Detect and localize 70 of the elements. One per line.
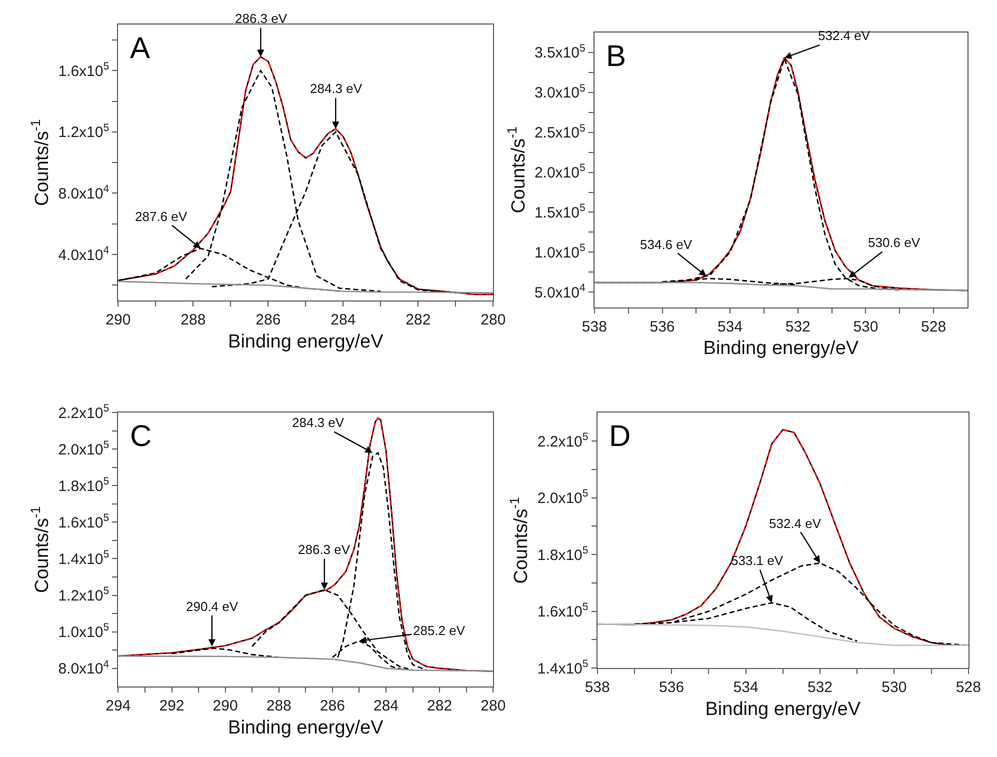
x-tick-label: 538 (584, 679, 610, 696)
annotation: 290.4 eV (186, 599, 238, 614)
y-tick-label: 1.4x10$^{5}$ (58, 548, 110, 568)
annotation: 284.3 eV (310, 81, 362, 96)
annotation: 286.3 eV (298, 542, 350, 557)
y-tick-label: 4.0x10$^{4}$ (58, 244, 110, 264)
y-tick-label: 2.2x10$^{5}$ (537, 430, 588, 450)
y-tick-label: 2.5x10$^{5}$ (534, 122, 586, 142)
y-tick-label: 2.0x10$^{5}$ (537, 488, 588, 508)
x-tick-label: 290 (106, 312, 131, 329)
x-tick-label: 282 (406, 312, 431, 329)
y-tick-label: 2.0x10$^{5}$ (58, 439, 110, 458)
annotation: 286.3 eV (235, 11, 288, 26)
annotation: D (609, 420, 631, 453)
x-tick-label: 534 (718, 318, 743, 336)
annotation: 532.4 eV (818, 28, 870, 43)
x-axis-title: Binding energy/eV (705, 698, 861, 720)
x-tick-label: 290 (212, 698, 238, 715)
x-tick-label: 280 (480, 312, 506, 329)
annotation: 532.4 eV (769, 516, 822, 531)
x-tick-label: 282 (427, 698, 452, 715)
y-tick-label: 1.8x10$^{5}$ (58, 476, 110, 495)
y-tick-label: 1.6x10$^{5}$ (58, 512, 110, 532)
x-tick-label: 284 (330, 312, 356, 329)
annotation: 287.6 eV (135, 209, 188, 224)
annotation: 534.6 eV (640, 237, 692, 252)
y-tick-label: 2.2x10$^{5}$ (58, 402, 110, 422)
x-tick-label: 530 (882, 679, 907, 696)
x-tick-label: 536 (650, 318, 675, 336)
x-axis-title: Binding energy/eV (228, 717, 384, 738)
x-tick-label: 530 (853, 318, 878, 336)
x-tick-label: 288 (180, 312, 206, 329)
annotation: C (130, 420, 152, 453)
x-tick-label: 284 (374, 698, 399, 715)
annotation: A (130, 32, 150, 65)
x-tick-label: 528 (956, 679, 981, 696)
y-tick-label: 8.0x10$^{4}$ (58, 658, 110, 678)
y-tick-label: 1.0x10$^{5}$ (534, 242, 586, 262)
x-tick-label: 528 (921, 318, 946, 336)
y-tick-label: 1.6x10$^{5}$ (58, 60, 110, 80)
x-tick-label: 536 (659, 679, 684, 696)
y-tick-label: 5.0x10$^{4}$ (534, 282, 586, 302)
y-tick-label: 3.5x10$^{5}$ (534, 42, 586, 62)
y-tick-label: 8.0x10$^{4}$ (58, 183, 110, 202)
annotation: 284.3 eV (292, 415, 344, 430)
x-tick-label: 538 (582, 318, 607, 336)
x-tick-label: 292 (159, 698, 184, 715)
y-tick-label: 1.4x10$^{5}$ (537, 658, 588, 678)
x-tick-label: 280 (480, 698, 506, 715)
y-tick-label: 1.2x10$^{5}$ (58, 585, 110, 605)
y-tick-label: 1.8x10$^{5}$ (537, 544, 588, 564)
y-tick-label: 1.2x10$^{5}$ (58, 122, 110, 142)
x-tick-label: 288 (266, 698, 292, 715)
x-tick-label: 294 (106, 698, 131, 715)
x-tick-label: 532 (807, 679, 833, 696)
y-tick-label: 3.0x10$^{5}$ (534, 82, 586, 102)
x-axis-title: Binding energy/eV (703, 338, 859, 360)
y-tick-label: 2.0x10$^{5}$ (534, 162, 586, 182)
annotation: B (606, 40, 626, 73)
y-tick-label: 1.5x10$^{5}$ (534, 202, 586, 222)
y-tick-label: 1.6x10$^{5}$ (537, 601, 588, 621)
x-tick-label: 534 (733, 679, 758, 696)
annotation: 530.6 eV (868, 235, 920, 250)
x-tick-label: 532 (785, 318, 810, 336)
x-tick-label: 286 (256, 312, 281, 329)
y-tick-label: 1.0x10$^{5}$ (58, 622, 110, 642)
x-axis-title: Binding energy/eV (228, 331, 384, 352)
x-tick-label: 286 (320, 698, 345, 715)
annotation: 533.1 eV (731, 553, 784, 568)
annotation: 285.2 eV (413, 623, 466, 638)
